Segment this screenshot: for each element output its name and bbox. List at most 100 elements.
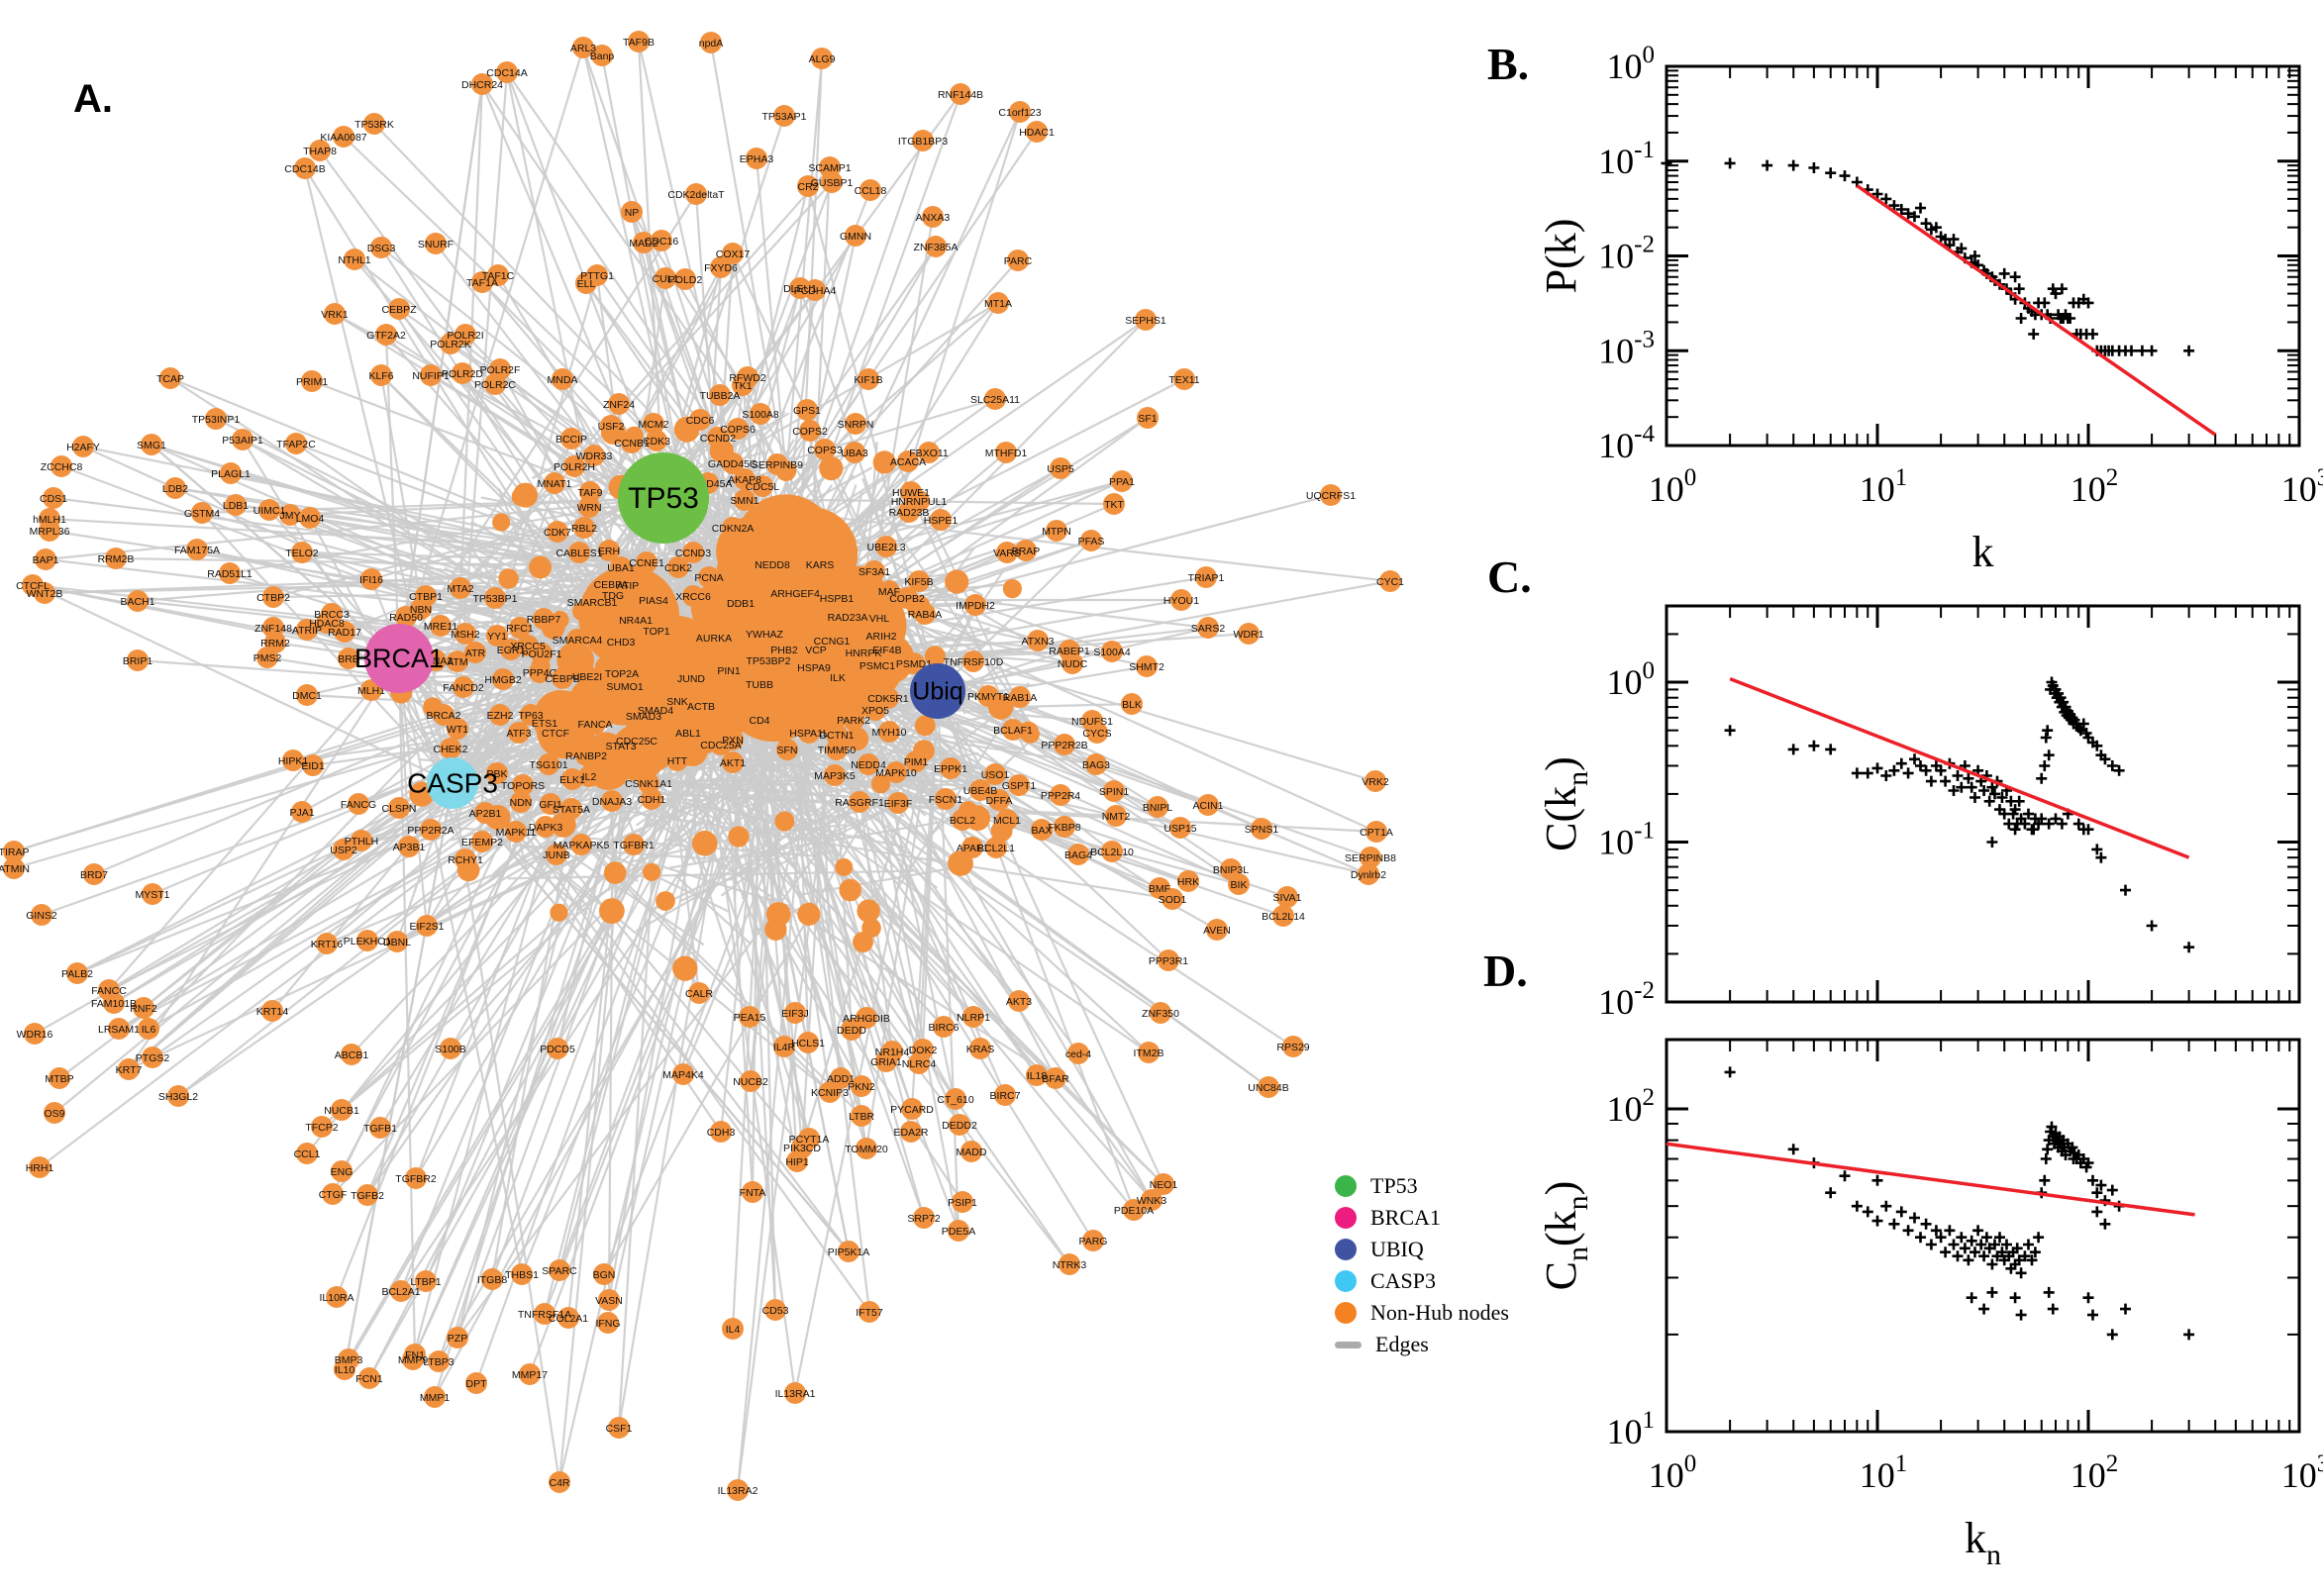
- network-node-label: CEBPZ: [381, 304, 417, 316]
- network-node-label: THBS1: [505, 1269, 539, 1281]
- network-node-label: DOK2: [909, 1045, 938, 1056]
- network-node: [797, 175, 819, 197]
- network-node-label: USP15: [1163, 823, 1196, 835]
- network-node: [492, 668, 514, 690]
- network-node-label: CCND3: [675, 548, 711, 559]
- network-node: [845, 413, 866, 435]
- network-node: [709, 384, 731, 406]
- edge: [398, 657, 803, 1148]
- network-node: [776, 739, 798, 760]
- network-node-label: ETS1: [532, 718, 557, 730]
- network-node: [914, 603, 936, 625]
- network-node: [597, 1312, 619, 1334]
- network-node: [549, 1471, 570, 1493]
- network-node-label: UBA1: [607, 562, 635, 574]
- network-node: [1365, 821, 1387, 843]
- network-node-label: COPS6: [720, 424, 756, 436]
- ticks: [1665, 1040, 2301, 1434]
- network-node: [573, 517, 595, 539]
- network-node: [1147, 796, 1168, 818]
- network-node: [827, 666, 849, 688]
- network-node: [764, 1299, 786, 1321]
- network-node: [814, 439, 836, 460]
- network-node-label: CTBP2: [256, 592, 290, 604]
- network-node: [876, 639, 898, 660]
- network-node: [566, 629, 588, 650]
- network-node-label: EID1: [301, 760, 325, 772]
- plot-frame: [1665, 64, 2301, 448]
- brca1-dot-icon: [1335, 1207, 1357, 1229]
- network-node-label: SFN: [777, 745, 798, 756]
- network-node-label: PCDHA4: [794, 285, 837, 297]
- tick-label: 100: [1649, 1450, 1697, 1495]
- network-node-label: PPP2R4: [1041, 790, 1080, 802]
- network-node: [447, 1327, 468, 1348]
- network-node-label: ACTB: [687, 701, 715, 713]
- network-node: [984, 388, 1006, 410]
- network-node-label: CD53: [762, 1305, 789, 1317]
- network-node-label: HDAC1: [1019, 127, 1055, 139]
- legend: TP53 BRCA1 UBIQ CASP3 Non-Hub nodes Edge…: [1335, 1170, 1509, 1360]
- network-node: [740, 1070, 761, 1092]
- network-node-label: KRT14: [256, 1006, 289, 1018]
- network-node-label: TNFRSF10D: [944, 656, 1004, 668]
- network-node: [1026, 1064, 1048, 1086]
- network-node-label: MAPK10: [875, 767, 917, 779]
- network-node: [24, 1023, 46, 1045]
- edge: [793, 378, 1185, 581]
- network-node: [804, 279, 826, 301]
- network-node: [535, 816, 556, 838]
- network-node-label: SNK: [666, 696, 688, 708]
- network-node-label: SERPINB8: [1345, 852, 1396, 864]
- network-node: [309, 140, 331, 161]
- network-node-label: MTHFD1: [985, 448, 1028, 459]
- network-node-label: HCLS1: [791, 1038, 825, 1049]
- edge: [397, 657, 417, 1355]
- network-node: [784, 582, 806, 604]
- network-node-label: BIRC7: [990, 1090, 1021, 1102]
- network-node-label: JUNB: [543, 849, 569, 861]
- network-node: [363, 113, 385, 135]
- network-node: [672, 1063, 694, 1085]
- network-node-label: ZNF24: [603, 399, 635, 411]
- network-node-label: PKN2: [848, 1081, 875, 1093]
- network-node-label: GRIA1: [870, 1056, 902, 1068]
- network-node: [730, 592, 752, 614]
- edge: [45, 496, 664, 561]
- network-node-label: IL18: [1027, 1070, 1048, 1082]
- hub-label-ubiq: Ubiq: [912, 678, 962, 706]
- panel-label-c: C.: [1487, 551, 1532, 602]
- network-node: [621, 201, 643, 223]
- network-node-label: BFAR: [1042, 1073, 1069, 1085]
- network-node-label: EIF4B: [872, 645, 901, 656]
- network-node-label: MADD: [957, 1147, 987, 1158]
- network-node-label: BRIP1: [123, 655, 153, 667]
- network-node-label: NEDD4: [851, 759, 886, 771]
- network-node-label: NEO1: [1150, 1179, 1178, 1191]
- network-node: [440, 333, 461, 354]
- edge: [727, 673, 1294, 1047]
- network-node: [901, 1098, 923, 1120]
- network-node: [898, 501, 920, 523]
- network-node-label: ATXN3: [1021, 636, 1054, 648]
- edge: [557, 695, 637, 1483]
- network-node: [540, 793, 561, 815]
- network-node: [858, 753, 879, 775]
- network-node-label: FNTA: [740, 1187, 766, 1199]
- network-node: [962, 1006, 984, 1028]
- network-node-label: CYCS: [1082, 728, 1111, 740]
- network-node: [547, 1038, 568, 1059]
- network-node: [220, 462, 242, 484]
- network-filler-node: [914, 715, 936, 737]
- network-node: [420, 364, 442, 386]
- network-node: [845, 225, 866, 247]
- edge: [858, 319, 1147, 610]
- edge: [788, 648, 871, 1313]
- network-node-label: TIRAP: [0, 847, 29, 858]
- network-node: [682, 542, 704, 563]
- network-node-label: BGN: [593, 1269, 616, 1281]
- network-node-label: FAM175A: [174, 545, 220, 556]
- network-node: [1059, 1253, 1080, 1275]
- network-node: [454, 623, 476, 645]
- network-node: [1238, 623, 1260, 645]
